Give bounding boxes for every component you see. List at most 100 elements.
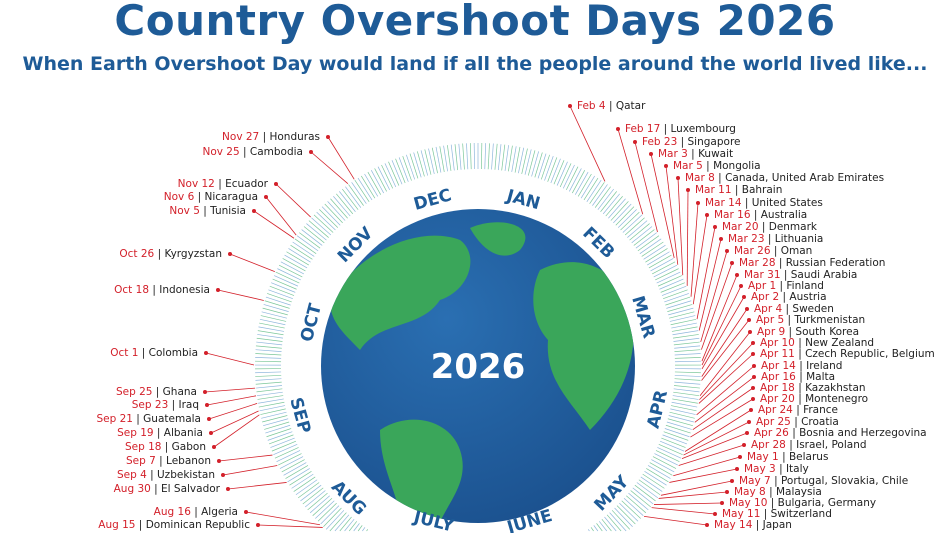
day-tick [351, 182, 367, 204]
country-name: Croatia [801, 416, 839, 428]
country-label: Sep 25 | Ghana [116, 386, 197, 398]
day-tick [450, 144, 455, 171]
leader-line [569, 105, 606, 182]
country-name: Portugal, Slovakia, Chile [780, 475, 909, 487]
day-tick [409, 153, 419, 179]
day-tick [259, 318, 286, 326]
country-label: Apr 25 | Croatia [756, 416, 839, 428]
separator: | [792, 404, 804, 416]
country-name: Canada, United Arab Emirates [725, 172, 885, 184]
separator: | [259, 131, 270, 143]
leader-line [686, 189, 689, 286]
day-tick [289, 470, 312, 486]
overshoot-date: Apr 18 [760, 382, 795, 394]
country-name: South Korea [795, 326, 860, 338]
day-tick [360, 175, 376, 199]
leader-line [701, 274, 738, 362]
separator: | [779, 291, 790, 303]
country-label: May 14 | Japan [714, 519, 792, 531]
country-label: May 7 | Portugal, Slovakia, Chile [739, 475, 908, 487]
leader-line [699, 331, 751, 397]
day-tick [312, 497, 333, 516]
day-tick [258, 326, 285, 332]
country-name: United States [751, 197, 823, 209]
separator: | [714, 172, 726, 184]
day-tick [659, 278, 684, 290]
day-tick [366, 529, 369, 532]
day-tick [274, 275, 299, 287]
day-tick [674, 345, 701, 349]
day-tick [508, 145, 513, 172]
day-tick [458, 143, 462, 170]
separator: | [767, 497, 778, 509]
overshoot-date: May 1 [747, 451, 779, 463]
globe: 2026 [321, 209, 635, 523]
country-label: Apr 5 | Turkmenistan [756, 314, 865, 326]
day-tick [636, 482, 659, 499]
label-dot [226, 487, 230, 491]
country-name: Gabon [171, 441, 206, 453]
day-tick [264, 421, 290, 430]
label-dot [204, 351, 208, 355]
day-tick [267, 431, 293, 441]
day-tick [354, 179, 370, 202]
day-tick [267, 293, 292, 303]
label-dot [720, 501, 724, 505]
country-label: Aug 15 | Dominican Republic [98, 519, 250, 531]
day-tick [494, 143, 498, 170]
day-tick [574, 171, 589, 195]
leader-line [650, 153, 675, 259]
day-tick [294, 238, 317, 254]
country-name: Dominican Republic [145, 519, 250, 531]
country-name: Russian Federation [785, 257, 886, 269]
leader-line [222, 465, 278, 476]
day-tick [330, 198, 348, 219]
month-label-aug: AUG [327, 477, 370, 520]
country-label: Apr 10 | New Zealand [760, 337, 874, 349]
leader-line [253, 210, 295, 239]
separator: | [794, 382, 806, 394]
separator: | [770, 245, 781, 257]
country-name: Japan [762, 519, 792, 531]
overshoot-date: Apr 5 [756, 314, 785, 326]
country-label: Feb 17 | Luxembourg [625, 123, 736, 135]
day-tick [256, 388, 283, 393]
label-dot [730, 261, 734, 265]
overshoot-date: May 7 [739, 475, 771, 487]
separator: | [214, 178, 226, 190]
day-tick [259, 405, 286, 412]
day-tick [540, 154, 550, 180]
overshoot-date: Sep 25 [115, 386, 153, 398]
label-dot [752, 375, 756, 379]
day-tick [306, 223, 327, 241]
day-tick [674, 371, 701, 374]
country-label: Nov 25 | Cambodia [202, 146, 303, 158]
leader-line [245, 511, 321, 526]
country-name: Kyrgyzstan [164, 248, 222, 260]
country-name: Lebanon [166, 455, 211, 467]
leader-line [310, 151, 349, 184]
day-tick [256, 391, 283, 397]
day-tick [260, 408, 286, 415]
day-tick [577, 173, 592, 197]
day-tick [673, 337, 700, 342]
leader-line [229, 253, 275, 273]
day-tick [663, 289, 688, 300]
leader-line [699, 342, 754, 400]
day-tick [279, 456, 304, 469]
overshoot-date: Nov 12 [177, 178, 215, 190]
overshoot-date: May 11 [722, 508, 761, 520]
overshoot-date: Apr 16 [761, 371, 796, 383]
day-tick [617, 209, 637, 228]
country-name: Algeria [201, 506, 238, 518]
day-tick [674, 357, 701, 359]
overshoot-date: Sep 7 [126, 455, 156, 467]
day-tick [518, 147, 525, 174]
country-name: Ghana [162, 386, 197, 398]
leader-line [692, 214, 708, 305]
overshoot-date: Sep 19 [117, 427, 154, 439]
label-dot [633, 140, 637, 144]
day-tick [413, 152, 422, 178]
day-tick [663, 431, 689, 441]
day-tick [334, 514, 350, 532]
